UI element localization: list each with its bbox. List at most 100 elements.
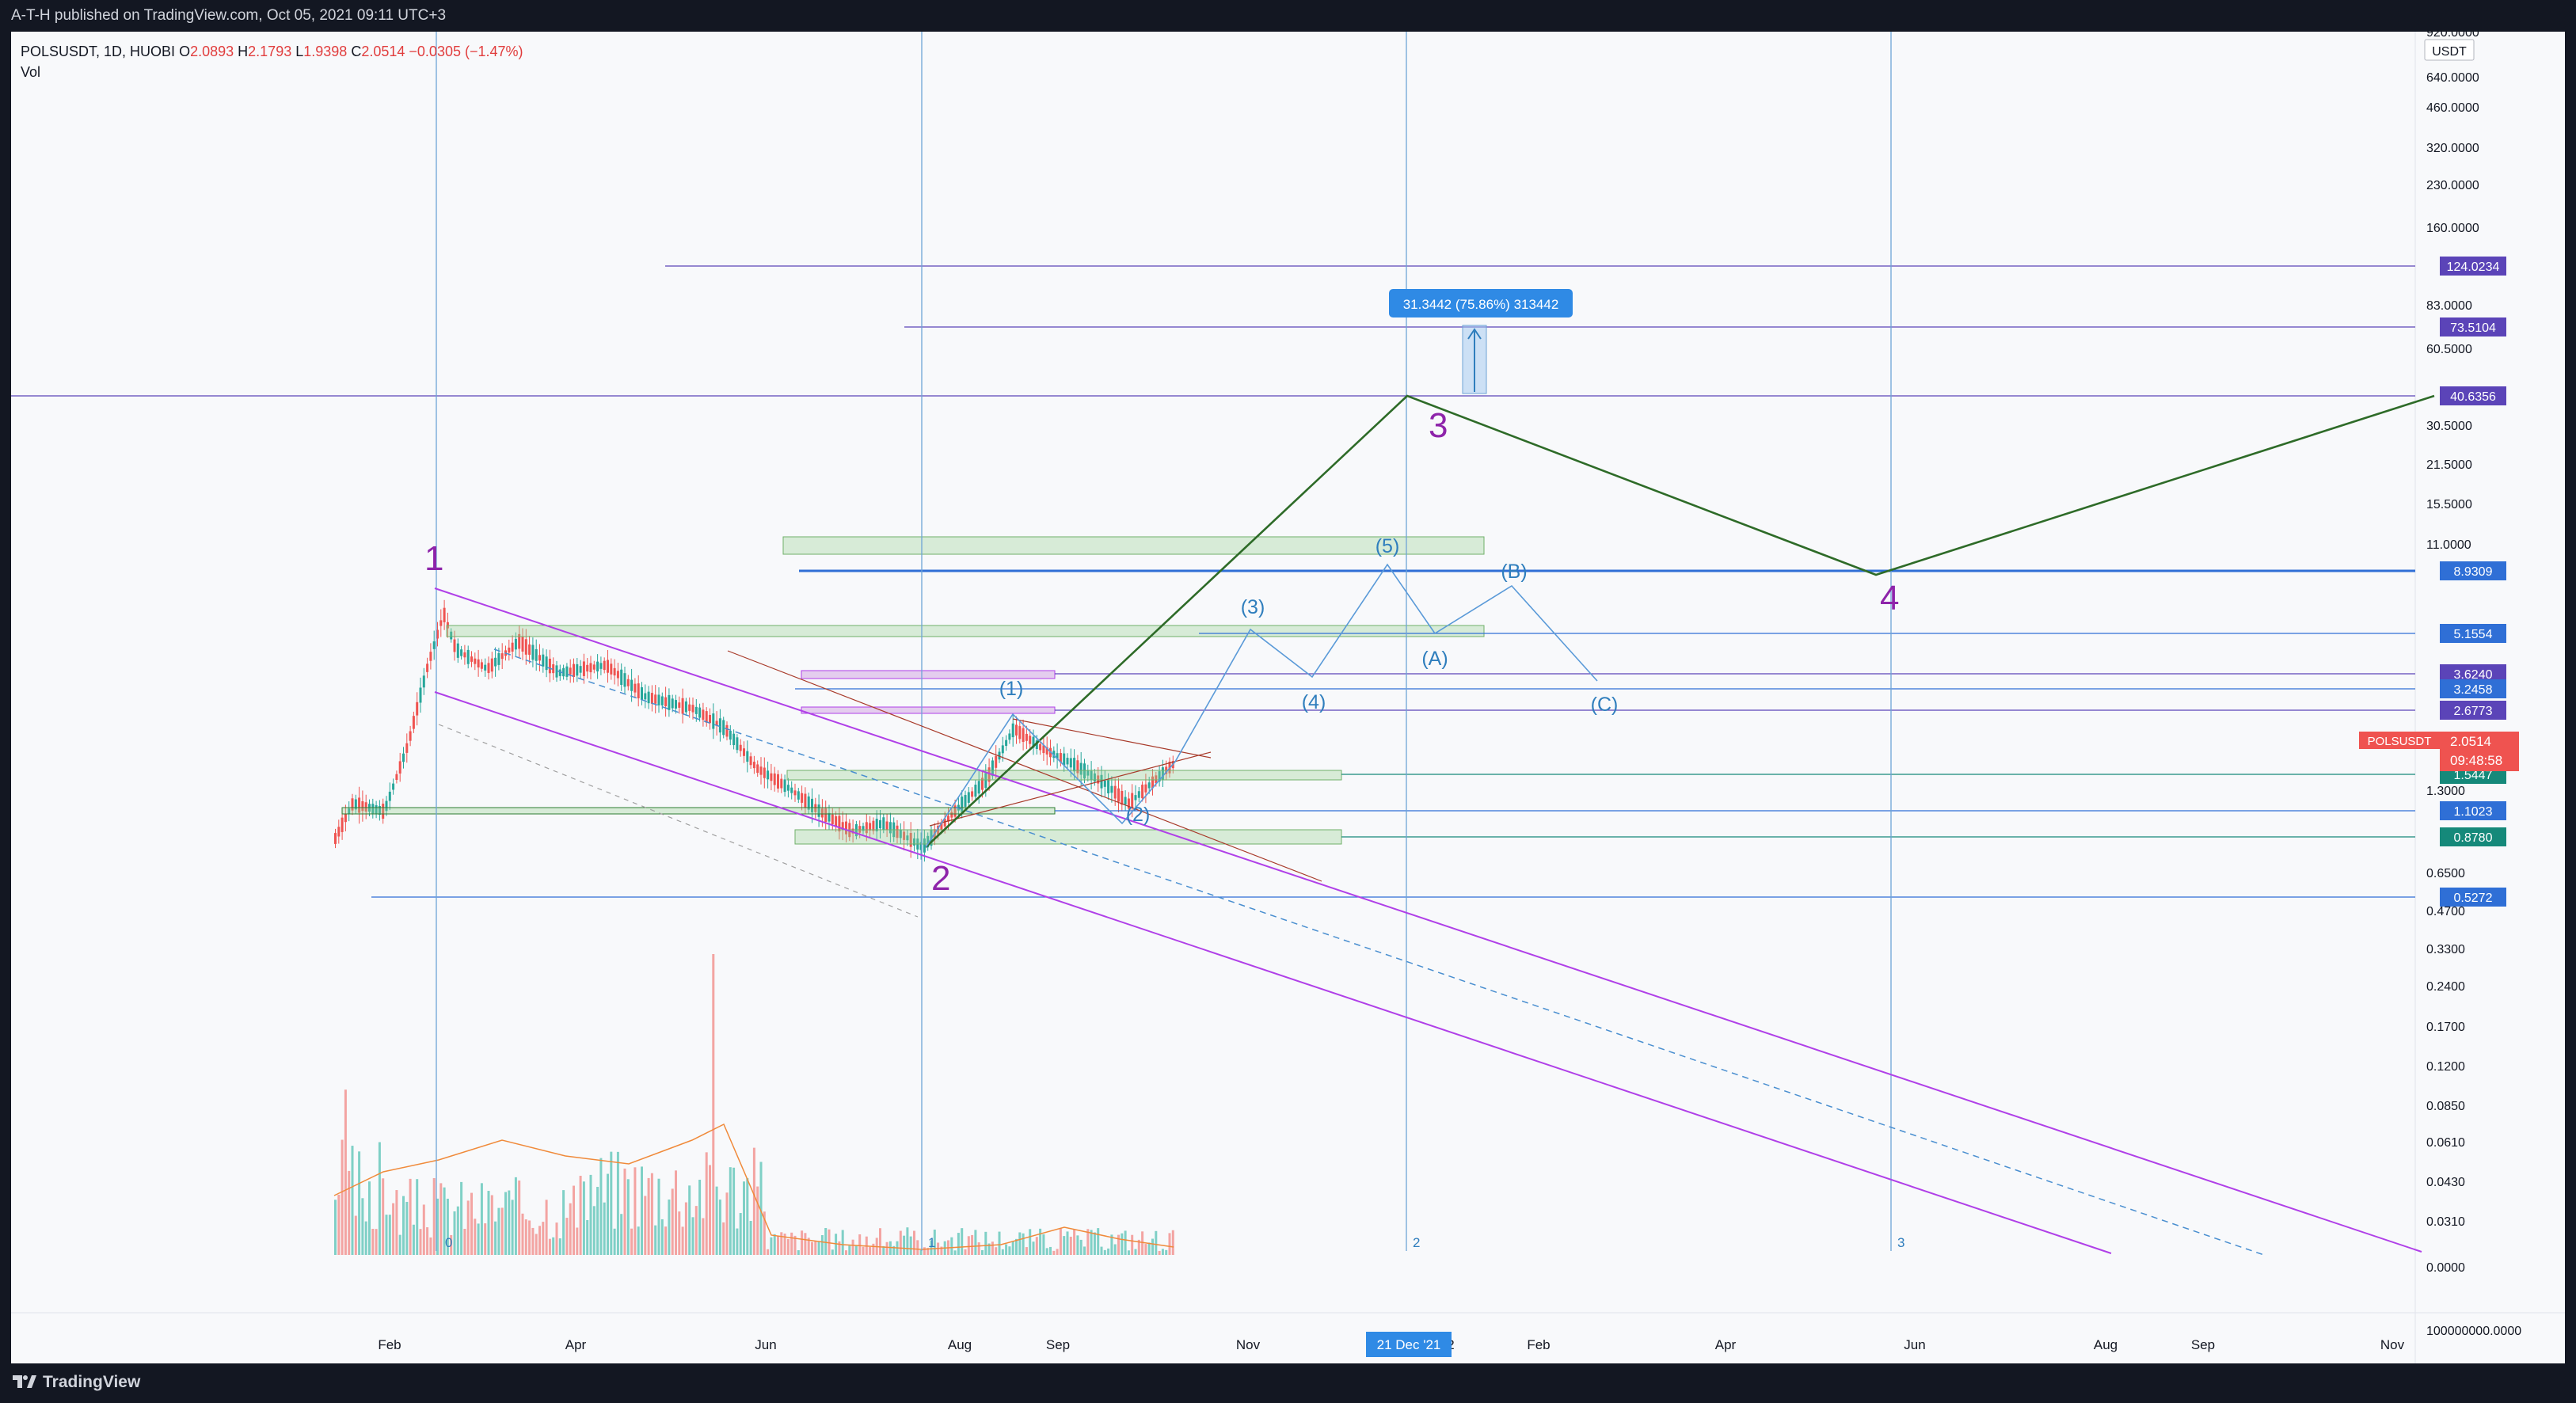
- price-badge-box: [2440, 888, 2506, 907]
- legend-close: 2.0514: [361, 44, 405, 59]
- candle-body: [712, 713, 715, 729]
- candle-body: [903, 831, 906, 840]
- volume-bar: [1100, 1246, 1103, 1255]
- candle-body: [348, 808, 351, 815]
- candle-body: [1134, 795, 1137, 800]
- price-tick: 0.4700: [2426, 905, 2465, 918]
- price-tick: 230.0000: [2426, 179, 2479, 192]
- candle-body: [466, 649, 470, 664]
- volume-bar: [722, 1222, 725, 1255]
- volume-bar: [484, 1223, 487, 1255]
- candle-body: [950, 812, 953, 818]
- candle-body: [688, 704, 691, 711]
- volume-bar: [555, 1222, 558, 1255]
- volume-bar: [995, 1247, 998, 1255]
- currency-box[interactable]: [2424, 39, 2475, 61]
- candle-body: [995, 755, 998, 768]
- candle-body: [1005, 740, 1008, 747]
- support-resistance-zones: [341, 536, 1485, 845]
- candle-body: [599, 663, 603, 669]
- volume-bar: [977, 1242, 980, 1255]
- time-axis[interactable]: FebAprJunAugSepNov2FebAprJunAugSepNov 21…: [378, 1332, 2405, 1357]
- volume-bar: [650, 1173, 653, 1255]
- volume-bar: [688, 1185, 691, 1255]
- volume-bar: [1022, 1233, 1025, 1255]
- volume-bar: [770, 1237, 773, 1255]
- candle-body: [899, 829, 902, 838]
- volume-bar: [732, 1167, 736, 1255]
- volume-bar: [801, 1230, 804, 1255]
- channel-upper: [434, 587, 2422, 1253]
- legend-low-label: L: [295, 44, 304, 59]
- volume-bar: [630, 1228, 634, 1255]
- volume-bar: [998, 1231, 1001, 1255]
- channel-lower: [434, 691, 2112, 1254]
- volume-bar: [1110, 1234, 1113, 1255]
- candle-body: [398, 761, 401, 774]
- candle-body: [518, 633, 521, 649]
- candle-body: [1018, 726, 1022, 740]
- price-tick: 0.0610: [2426, 1136, 2465, 1150]
- volume-bar: [882, 1245, 885, 1255]
- candle-body: [953, 805, 957, 817]
- volume-bar: [1035, 1237, 1038, 1255]
- candle-body: [508, 647, 511, 653]
- volume-bar: [981, 1249, 984, 1255]
- candle-body: [586, 664, 589, 672]
- candle-body: [344, 814, 347, 823]
- volume-bar: [1045, 1248, 1048, 1255]
- candle-body: [439, 620, 443, 626]
- candle-body: [548, 658, 551, 674]
- volume-bar: [899, 1230, 902, 1255]
- volume-bar: [432, 1177, 436, 1255]
- volume-bar: [500, 1207, 504, 1255]
- candle-body: [940, 823, 943, 830]
- price-badge-box: [2440, 317, 2506, 336]
- volume-bar: [715, 1186, 718, 1255]
- candle-body: [1093, 773, 1096, 781]
- candle-body: [626, 679, 630, 686]
- volume-bar: [1025, 1247, 1028, 1255]
- chart-area[interactable]: 31.3442 (75.86%) 313442 1 2 3 4 (1) (2) …: [11, 32, 2565, 1363]
- volume-bar: [1121, 1233, 1124, 1255]
- volume-bar: [426, 1227, 429, 1255]
- candle-body: [835, 816, 838, 827]
- price-tick: 640.0000: [2426, 71, 2479, 85]
- volume-bar: [671, 1188, 674, 1255]
- measure-tool[interactable]: 31.3442 (75.86%) 313442: [1389, 289, 1573, 394]
- candle-body: [797, 791, 800, 800]
- candle-body: [770, 773, 773, 781]
- volume-bar: [767, 1249, 770, 1255]
- candle-body: [783, 779, 786, 793]
- candle-body: [1039, 743, 1042, 751]
- candle-body: [879, 819, 881, 829]
- price-badge-box: [2440, 561, 2506, 580]
- candle-body: [573, 663, 575, 678]
- zone-purple-1: [801, 670, 1056, 679]
- candle-body: [1052, 751, 1056, 759]
- candle-body: [453, 639, 456, 652]
- candle-body: [552, 663, 555, 674]
- chart-canvas[interactable]: 31.3442 (75.86%) 313442 1 2 3 4 (1) (2) …: [11, 32, 2565, 1363]
- candle-body: [378, 806, 381, 815]
- candle-body: [801, 793, 804, 803]
- candle-body: [524, 639, 527, 655]
- cycle-marker-1: 1: [928, 1235, 935, 1250]
- candle-body: [1079, 762, 1083, 775]
- volume-bar: [375, 1229, 378, 1255]
- legend-symbol[interactable]: POLSUSDT, 1D, HUOBI: [21, 44, 176, 59]
- volume-bar: [790, 1232, 793, 1255]
- price-tick: 1.3000: [2426, 785, 2465, 798]
- price-axis[interactable]: USDT 920.0000 640.0000 460.0000 320.0000 230…: [2359, 32, 2521, 1338]
- volume-bar: [364, 1221, 367, 1255]
- volume-bar: [388, 1215, 391, 1255]
- volume-bar: [919, 1249, 923, 1255]
- legend-volume[interactable]: Vol: [21, 64, 41, 80]
- volume-bar: [450, 1234, 453, 1255]
- volume-bar: [592, 1206, 595, 1255]
- legend-open-label: O: [179, 44, 191, 59]
- volume-bar: [419, 1229, 422, 1255]
- volume-bar: [793, 1235, 797, 1255]
- volume-bar: [1171, 1230, 1174, 1255]
- volume-bar: [1052, 1250, 1056, 1255]
